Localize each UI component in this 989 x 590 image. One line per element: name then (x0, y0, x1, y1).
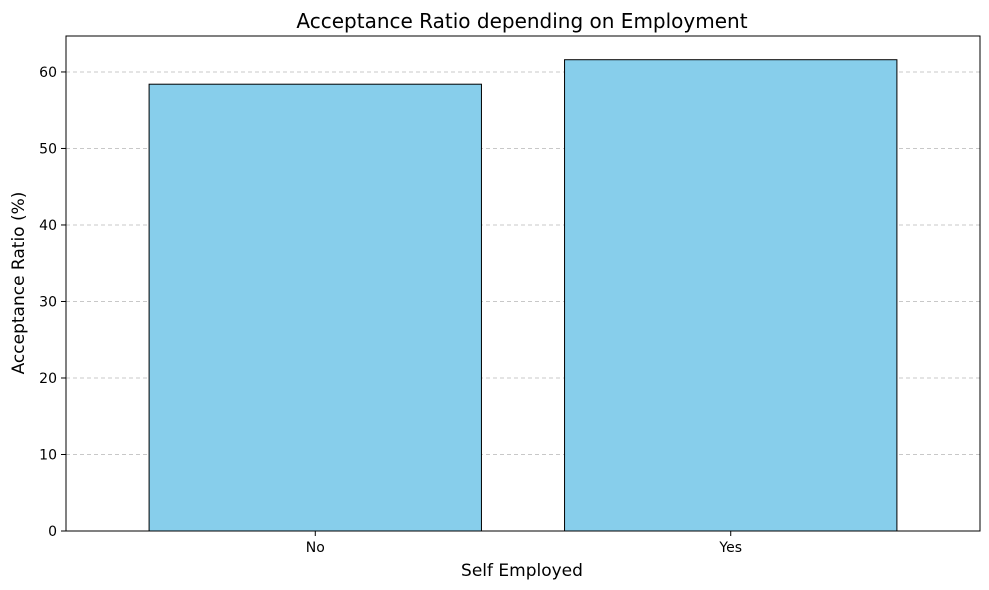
y-tick-label: 30 (39, 294, 57, 310)
plot-frame (65, 35, 981, 532)
chart-title: Acceptance Ratio depending on Employment (296, 9, 747, 33)
y-tick-label: 40 (39, 218, 57, 234)
y-tick-label: 10 (39, 447, 57, 463)
y-tick-label: 50 (39, 141, 57, 157)
y-tick-label: 20 (39, 371, 57, 387)
x-tick-label: Yes (718, 540, 742, 556)
y-tick-label: 60 (39, 65, 57, 81)
y-tick-label: 0 (48, 524, 57, 540)
grid-layer (66, 71, 980, 455)
y-axis: 0 10 20 30 40 50 60 (39, 65, 66, 540)
x-tick-label: No (306, 540, 325, 556)
bar-yes (564, 59, 898, 532)
x-axis-label: Self Employed (461, 561, 583, 581)
y-axis-label: Acceptance Ratio (%) (9, 192, 29, 375)
bar-no (148, 83, 482, 532)
x-axis: No Yes (306, 531, 742, 556)
bars-layer (148, 59, 898, 532)
